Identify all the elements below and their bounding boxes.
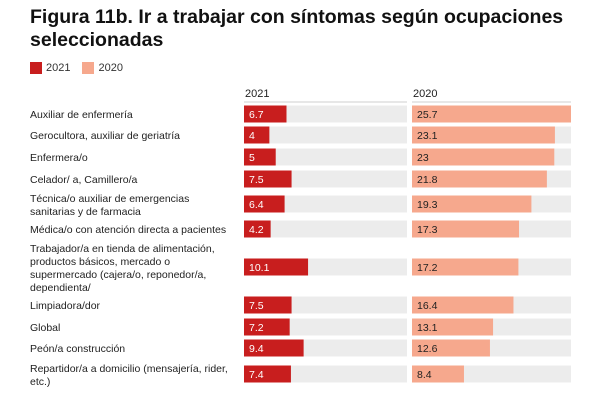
category-label: dependienta/ (30, 282, 91, 294)
data-label-2021: 7.5 (249, 300, 264, 312)
panel-header-2021: 2021 (245, 88, 269, 100)
data-label-2021: 7.2 (249, 322, 264, 334)
data-label-2020: 19.3 (417, 199, 438, 211)
data-label-2021: 7.4 (249, 369, 264, 381)
bar-2021 (244, 258, 309, 276)
bar-2021 (244, 365, 291, 383)
bar-2021 (244, 195, 285, 213)
data-label-2020: 25.7 (417, 109, 438, 121)
bar-2021 (244, 170, 292, 188)
legend-label-2020: 2020 (98, 62, 123, 74)
legend-item-2020: 2020 (82, 62, 123, 74)
data-label-2020: 17.2 (417, 262, 438, 274)
bar-2021 (244, 105, 287, 123)
bar-track-2021 (244, 148, 407, 166)
legend: 2021 2020 (30, 62, 135, 74)
data-label-2021: 6.4 (249, 199, 264, 211)
legend-swatch-2021 (30, 62, 42, 74)
bar-2020 (412, 220, 520, 238)
category-label: productos básicos, mercado o (30, 256, 170, 268)
data-label-2020: 23.1 (417, 130, 438, 142)
bar-2020 (412, 296, 514, 314)
data-label-2020: 17.3 (417, 224, 438, 236)
bar-2021 (244, 148, 276, 166)
category-label: etc.) (30, 376, 50, 388)
category-label: Peón/a construcción (30, 343, 125, 355)
bar-2020 (412, 126, 555, 144)
category-label: Limpiadora/dor (30, 300, 101, 312)
data-label-2020: 13.1 (417, 322, 438, 334)
data-label-2021: 4 (249, 130, 255, 142)
category-label: Gerocultora, auxiliar de geriatría (30, 130, 180, 142)
bar-track-2021 (244, 195, 407, 213)
data-label-2021: 4.2 (249, 224, 264, 236)
category-label: supermercado (cajera/o, reponedor/a, (30, 269, 206, 281)
data-label-2020: 16.4 (417, 300, 438, 312)
bar-2020 (412, 170, 547, 188)
bar-2020 (412, 365, 464, 383)
category-label: sanitarias y de farmacia (30, 206, 141, 218)
legend-item-2021: 2021 (30, 62, 70, 74)
legend-swatch-2020 (82, 62, 95, 74)
panel-header-2020: 2020 (413, 88, 437, 100)
bar-2020 (412, 148, 555, 166)
data-label-2020: 8.4 (417, 369, 432, 381)
category-label: Global (30, 322, 60, 334)
category-label: Médica/o con atención directa a paciente… (30, 224, 226, 236)
bar-2021 (244, 126, 270, 144)
category-label: Auxiliar de enfermería (30, 109, 133, 121)
category-label: Técnica/o auxiliar de emergencias (30, 193, 189, 205)
legend-label-2021: 2021 (46, 62, 71, 74)
data-label-2021: 10.1 (249, 262, 270, 274)
bar-track-2021 (244, 126, 407, 144)
data-label-2020: 21.8 (417, 174, 438, 186)
data-label-2021: 5 (249, 152, 255, 164)
data-label-2021: 6.7 (249, 109, 264, 121)
bar-2021 (244, 339, 304, 357)
bar-track-2021 (244, 220, 407, 238)
data-label-2020: 12.6 (417, 343, 438, 355)
chart-title: Figura 11b. Ir a trabajar con síntomas s… (30, 6, 564, 51)
data-label-2020: 23 (417, 152, 429, 164)
category-label: Celador/ a, Camillero/a (30, 174, 138, 186)
category-label: Enfermera/o (30, 152, 88, 164)
bar-2020 (412, 318, 494, 336)
bar-2020 (412, 195, 532, 213)
data-label-2021: 7.5 (249, 174, 264, 186)
category-label: Repartidor/a a domicilio (mensajería, ri… (30, 363, 228, 375)
bar-2021 (244, 220, 271, 238)
bar-2020 (412, 258, 519, 276)
data-label-2021: 9.4 (249, 343, 264, 355)
category-label: Trabajador/a en tienda de alimentación, (30, 243, 215, 255)
bar-2020 (412, 339, 490, 357)
bar-2021 (244, 296, 292, 314)
bar-2020 (412, 105, 571, 123)
bar-2021 (244, 318, 290, 336)
